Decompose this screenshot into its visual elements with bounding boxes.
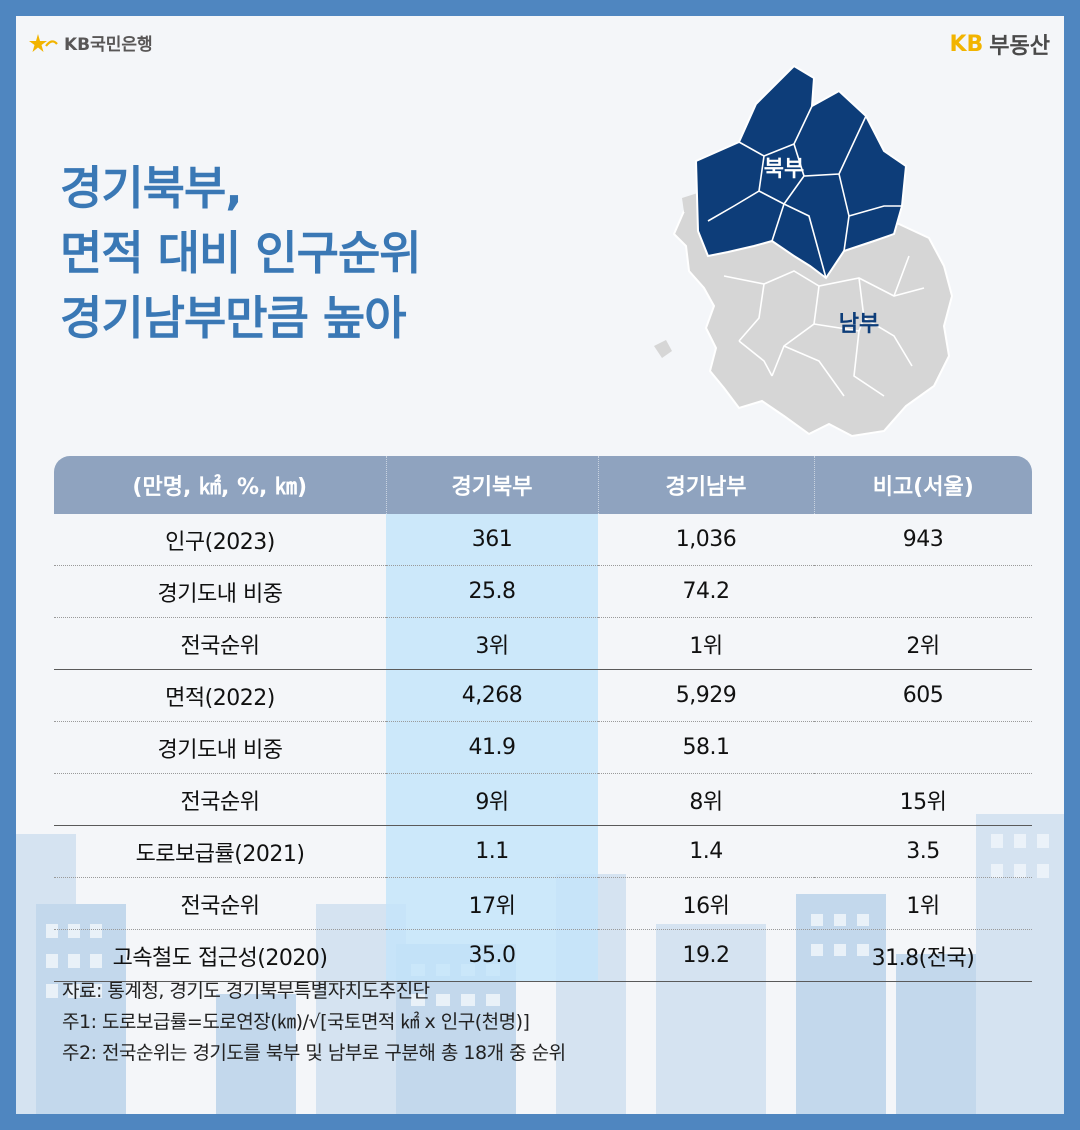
south-value: 8위 xyxy=(598,773,814,826)
north-value: 3위 xyxy=(386,617,598,670)
header-seoul: 비고(서울) xyxy=(813,456,1032,514)
row-label: 도로보급률(2021) xyxy=(54,825,386,878)
south-value: 19.2 xyxy=(598,929,814,982)
table-row: 전국순위 17위 16위 1위 xyxy=(54,877,1032,930)
north-value: 17위 xyxy=(386,877,598,930)
north-region xyxy=(694,64,908,280)
comparison-table: (만명, ㎢, %, ㎞) 경기북부 경기남부 비고(서울) 인구(2023) … xyxy=(54,456,1032,982)
row-label: 경기도내 비중 xyxy=(54,565,386,618)
map-label-south: 남부 xyxy=(839,312,879,337)
row-label: 경기도내 비중 xyxy=(54,721,386,774)
kb-realestate-logo: KB 부동산 xyxy=(949,28,1050,60)
south-value: 1.4 xyxy=(598,825,814,878)
title-line-1: 경기북부, xyxy=(60,161,243,215)
header-north: 경기북부 xyxy=(385,456,598,514)
table-row: 면적(2022) 4,268 5,929 605 xyxy=(54,669,1032,722)
row-label: 전국순위 xyxy=(54,773,386,826)
north-value: 361 xyxy=(386,514,598,566)
seoul-value: 31.8(전국) xyxy=(814,929,1032,982)
row-label: 인구(2023) xyxy=(54,514,386,566)
south-value: 16위 xyxy=(598,877,814,930)
table-row: 고속철도 접근성(2020) 35.0 19.2 31.8(전국) xyxy=(54,929,1032,982)
north-value: 1.1 xyxy=(386,825,598,878)
footnotes: 자료: 통계청, 경기도 경기북부특별자치도추진단 주1: 도로보급률=도로연장… xyxy=(62,976,566,1069)
north-value: 25.8 xyxy=(386,565,598,618)
table-row: 전국순위 9위 8위 15위 xyxy=(54,773,1032,826)
table-row: 경기도내 비중 41.9 58.1 xyxy=(54,721,1032,774)
bank-name: KB국민은행 xyxy=(64,35,153,55)
realestate-name: 부동산 xyxy=(989,34,1050,59)
row-label: 전국순위 xyxy=(54,877,386,930)
table-row: 도로보급률(2021) 1.1 1.4 3.5 xyxy=(54,825,1032,878)
seoul-value xyxy=(814,565,1032,618)
table-header-row: (만명, ㎢, %, ㎞) 경기북부 경기남부 비고(서울) xyxy=(54,456,1032,514)
south-value: 1,036 xyxy=(598,514,814,566)
table-row: 경기도내 비중 25.8 74.2 xyxy=(54,565,1032,618)
footnote-2: 주2: 전국순위는 경기도를 북부 및 남부로 구분해 총 18개 중 순위 xyxy=(62,1042,566,1064)
footnote-1: 주1: 도로보급률=도로연장(㎞)/√[국토면적 ㎢ x 인구(천명)] xyxy=(62,1011,530,1033)
map-label-north: 북부 xyxy=(764,157,804,182)
seoul-value: 3.5 xyxy=(814,825,1032,878)
south-value: 5,929 xyxy=(598,669,814,722)
north-value: 35.0 xyxy=(386,929,598,982)
seoul-value: 15위 xyxy=(814,773,1032,826)
header-units: (만명, ㎢, %, ㎞) xyxy=(54,456,386,514)
header-south: 경기남부 xyxy=(597,456,814,514)
row-label: 고속철도 접근성(2020) xyxy=(54,929,386,982)
south-border-lines xyxy=(723,255,925,397)
south-value: 1위 xyxy=(598,617,814,670)
title-line-3: 경기남부만큼 높아 xyxy=(60,291,407,345)
source-note: 자료: 통계청, 경기도 경기북부특별자치도추진단 xyxy=(62,980,430,1002)
title-line-2: 면적 대비 인구순위 xyxy=(60,226,422,280)
north-border-lines xyxy=(707,105,902,279)
west-island xyxy=(654,340,672,358)
south-value: 74.2 xyxy=(598,565,814,618)
infographic-card: KB국민은행 KB 부동산 경기북부, 면적 대비 인구순위 경기남부만큼 높아… xyxy=(16,16,1064,1114)
row-label: 전국순위 xyxy=(54,617,386,670)
north-value: 4,268 xyxy=(386,669,598,722)
seoul-value xyxy=(814,721,1032,774)
north-value: 9위 xyxy=(386,773,598,826)
south-value: 58.1 xyxy=(598,721,814,774)
seoul-value: 2위 xyxy=(814,617,1032,670)
table-row: 인구(2023) 361 1,036 943 xyxy=(54,514,1032,566)
table-row: 전국순위 3위 1위 2위 xyxy=(54,617,1032,670)
row-label: 면적(2022) xyxy=(54,669,386,722)
seoul-value: 605 xyxy=(814,669,1032,722)
seoul-value: 1위 xyxy=(814,877,1032,930)
realestate-kb-mark: KB xyxy=(949,31,984,57)
kb-star-icon xyxy=(29,33,58,52)
kb-bank-logo: KB국민은행 xyxy=(28,30,153,55)
gyeonggi-map: 북부 남부 xyxy=(654,64,954,438)
south-region xyxy=(654,191,954,438)
north-region-shape xyxy=(694,64,908,280)
seoul-value: 943 xyxy=(814,514,1032,566)
page-title: 경기북부, 면적 대비 인구순위 경기남부만큼 높아 xyxy=(60,156,422,351)
north-value: 41.9 xyxy=(386,721,598,774)
